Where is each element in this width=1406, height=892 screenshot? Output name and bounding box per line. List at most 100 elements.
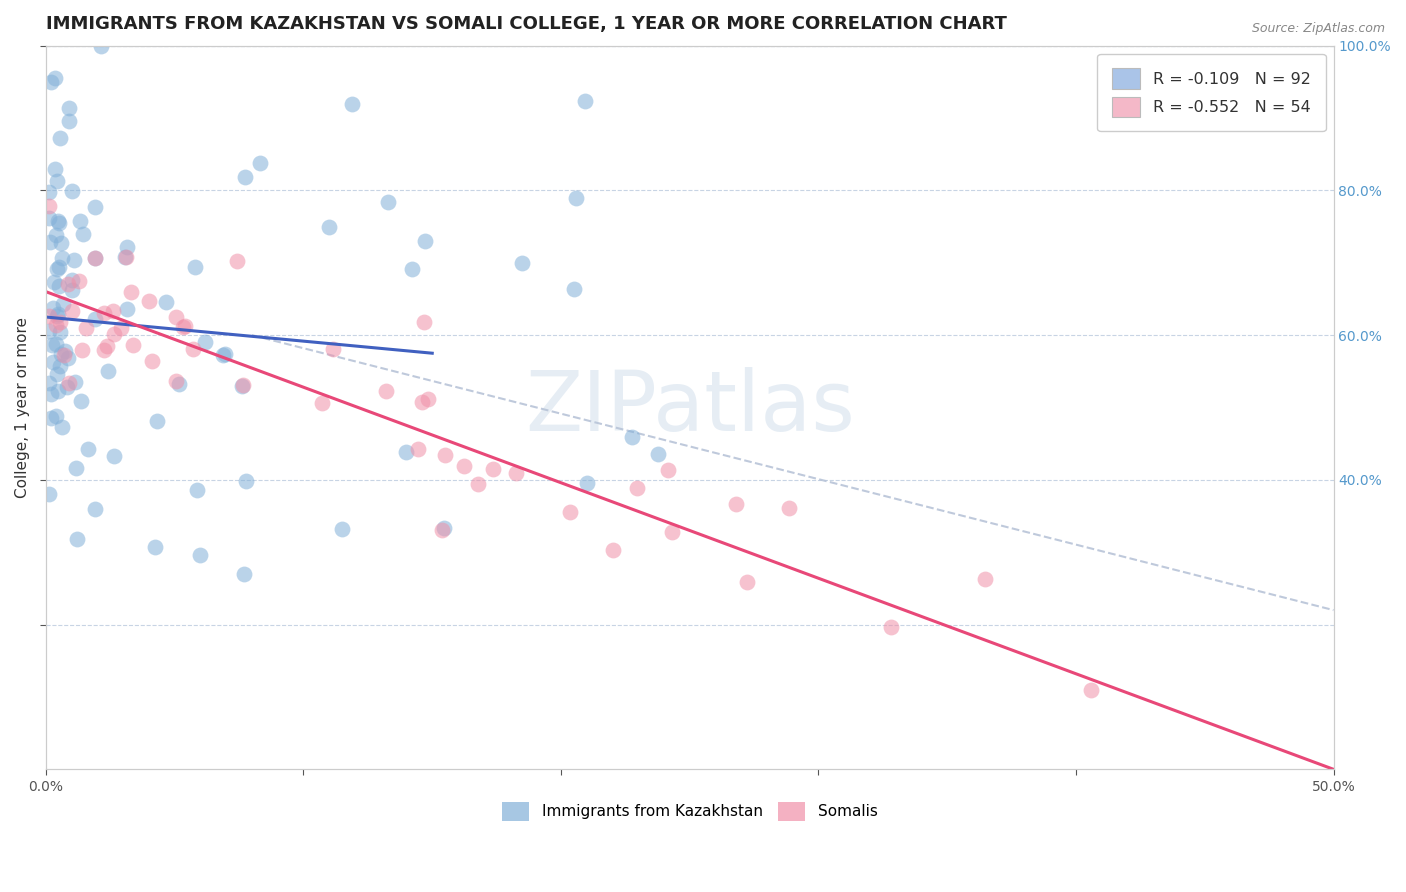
- Point: [44, 161, 66, 176]
- Point: [83, 200, 105, 214]
- Point: [38, 486, 60, 500]
- Point: [48, 260, 70, 275]
- Point: [114, 250, 136, 264]
- Point: [413, 234, 436, 248]
- Point: [146, 413, 169, 427]
- Point: [66, 533, 89, 547]
- Point: [49, 325, 72, 339]
- Point: [510, 256, 533, 270]
- Point: [51, 251, 73, 265]
- Point: [412, 315, 434, 329]
- Point: [84, 502, 107, 516]
- Point: [212, 347, 235, 361]
- Point: [174, 318, 197, 333]
- Point: [48, 216, 70, 230]
- Point: [38, 324, 60, 338]
- Point: [46, 174, 69, 188]
- Point: [377, 194, 399, 209]
- Point: [90, 38, 112, 53]
- Point: [231, 379, 253, 393]
- Point: [406, 442, 429, 456]
- Point: [48, 279, 70, 293]
- Point: [505, 467, 527, 481]
- Point: [564, 191, 586, 205]
- Point: [575, 475, 598, 490]
- Point: [122, 338, 145, 352]
- Point: [1080, 683, 1102, 698]
- Point: [120, 285, 142, 299]
- Point: [52, 297, 75, 311]
- Point: [48, 307, 70, 321]
- Point: [97, 364, 120, 378]
- Point: [48, 384, 70, 398]
- Point: [53, 348, 76, 362]
- Point: [42, 301, 65, 315]
- Point: [46, 262, 69, 277]
- Point: [70, 343, 93, 357]
- Point: [49, 130, 72, 145]
- Point: [114, 251, 136, 265]
- Point: [416, 392, 439, 407]
- Point: [233, 566, 256, 581]
- Point: [38, 199, 60, 213]
- Point: [724, 497, 747, 511]
- Point: [562, 282, 585, 296]
- Point: [44, 71, 66, 86]
- Point: [467, 476, 489, 491]
- Point: [194, 334, 217, 349]
- Point: [141, 354, 163, 368]
- Point: [155, 295, 177, 310]
- Point: [55, 380, 77, 394]
- Point: [647, 447, 669, 461]
- Point: [42, 275, 65, 289]
- Point: [430, 523, 453, 537]
- Point: [41, 355, 63, 369]
- Point: [51, 420, 73, 434]
- Point: [38, 309, 60, 323]
- Point: [117, 302, 139, 317]
- Point: [143, 540, 166, 554]
- Point: [184, 260, 207, 275]
- Point: [38, 376, 60, 390]
- Point: [46, 214, 69, 228]
- Point: [39, 235, 62, 249]
- Point: [41, 338, 63, 352]
- Point: [46, 367, 69, 381]
- Point: [96, 339, 118, 353]
- Point: [188, 548, 211, 562]
- Point: [62, 253, 84, 268]
- Point: [62, 303, 84, 318]
- Point: [165, 310, 187, 324]
- Point: [311, 395, 333, 409]
- Point: [433, 521, 456, 535]
- Point: [44, 409, 66, 424]
- Point: [574, 94, 596, 108]
- Point: [93, 306, 115, 320]
- Point: [38, 186, 60, 200]
- Point: [165, 374, 187, 388]
- Point: [77, 442, 100, 456]
- Point: [453, 458, 475, 473]
- Y-axis label: College, 1 year or more: College, 1 year or more: [15, 317, 30, 498]
- Point: [167, 376, 190, 391]
- Point: [433, 449, 456, 463]
- Point: [374, 384, 396, 398]
- Point: [172, 320, 194, 334]
- Point: [602, 543, 624, 558]
- Point: [117, 239, 139, 253]
- Point: [322, 342, 344, 356]
- Point: [49, 359, 72, 373]
- Point: [249, 156, 271, 170]
- Point: [72, 227, 94, 242]
- Point: [84, 251, 107, 265]
- Point: [411, 395, 433, 409]
- Text: IMMIGRANTS FROM KAZAKHSTAN VS SOMALI COLLEGE, 1 YEAR OR MORE CORRELATION CHART: IMMIGRANTS FROM KAZAKHSTAN VS SOMALI COL…: [46, 15, 1007, 33]
- Point: [394, 444, 416, 458]
- Point: [75, 321, 97, 335]
- Point: [56, 351, 79, 365]
- Point: [65, 461, 87, 475]
- Point: [60, 273, 83, 287]
- Point: [103, 326, 125, 341]
- Point: [84, 311, 107, 326]
- Point: [62, 184, 84, 198]
